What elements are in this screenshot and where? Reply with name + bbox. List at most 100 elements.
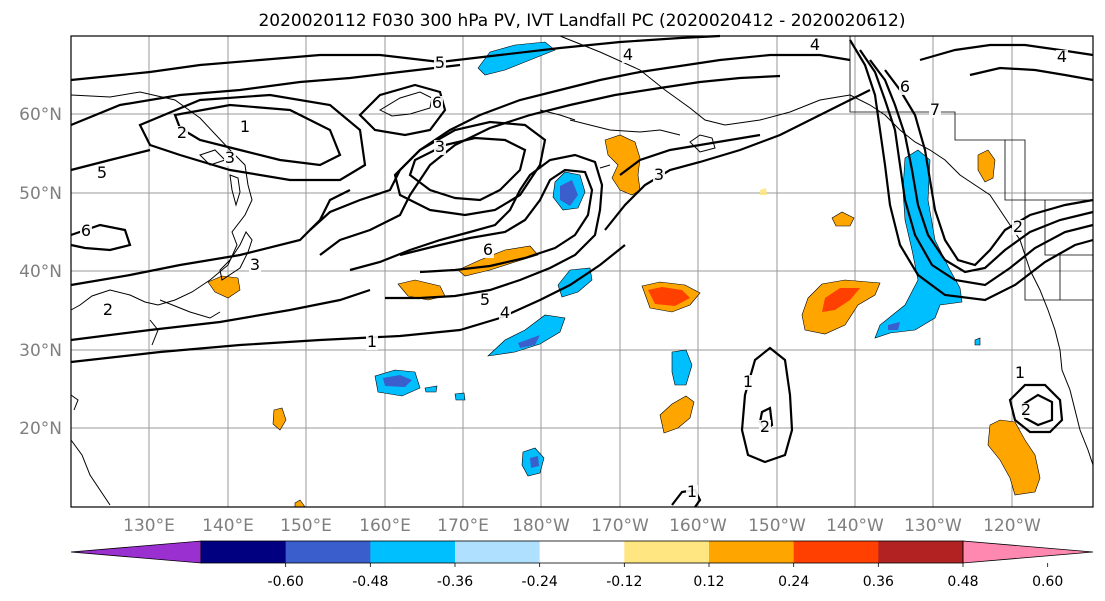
colorbar-extend-high <box>962 540 1094 564</box>
contour-label: 2 <box>760 417 770 436</box>
longitude-tick-label: 150°E <box>280 516 332 536</box>
coastlines <box>70 35 1094 506</box>
ivt-positive-region <box>659 395 695 434</box>
contour-label-background <box>1012 220 1024 235</box>
colorbar-segment <box>201 541 287 563</box>
contour-label: 3 <box>225 148 235 167</box>
latitude-tick-label: 30°N <box>19 341 62 361</box>
contour-label-background <box>96 166 108 181</box>
contour-label-background <box>431 96 443 111</box>
colorbar-tick-label: 0.60 <box>1032 574 1063 590</box>
contour-label-background <box>102 303 114 318</box>
pv-contour <box>884 69 1094 267</box>
latitude-tick-label: 40°N <box>19 262 62 282</box>
longitude-tick-label: 150°W <box>748 516 806 536</box>
colorbar-segment <box>370 541 456 563</box>
pv-contour <box>70 63 461 127</box>
contour-label-background <box>366 335 378 350</box>
contour-label-background <box>622 48 634 63</box>
colorbar-segment <box>539 541 625 563</box>
contour-label-background <box>1056 50 1068 65</box>
colorbar-tick-label: 0.48 <box>947 574 978 590</box>
pv-contour <box>138 93 367 182</box>
pv-contour <box>969 66 1094 82</box>
colorbar-frame <box>200 540 964 564</box>
contour-label: 6 <box>900 77 910 96</box>
ivt-negative-region <box>424 385 438 393</box>
pv-contour <box>70 244 626 364</box>
contour-label: 4 <box>810 35 820 54</box>
pv-contour <box>859 49 1094 287</box>
longitude-tick-label: 160°E <box>359 516 411 536</box>
colorbar-tick-label: 0.24 <box>778 574 809 590</box>
pv-contour <box>70 223 132 252</box>
contour-label-background <box>434 140 446 155</box>
pv-contour <box>358 83 447 137</box>
contour-label-background <box>1014 366 1026 381</box>
colorbar-tick-label: -0.24 <box>522 574 558 590</box>
contour-label: 4 <box>623 45 633 64</box>
ivt-positive-region <box>801 279 881 335</box>
longitude-tick-label: 130°E <box>123 516 175 536</box>
contour-label: 6 <box>81 221 91 240</box>
latitude-tick-label: 50°N <box>19 184 62 204</box>
contour-label-background <box>176 126 188 141</box>
contour-label-background <box>80 224 92 239</box>
contour-label-background <box>1020 403 1032 418</box>
pv-contours <box>70 34 1094 508</box>
ivt-negative-region <box>974 337 981 346</box>
latitude-tick-label: 20°N <box>19 419 62 439</box>
contour-label: 4 <box>500 303 510 322</box>
pv-contour <box>319 74 781 256</box>
colorbar-segment <box>878 541 964 563</box>
ivt-strong-positive-core <box>648 287 690 306</box>
contour-label: 3 <box>435 137 445 156</box>
contour-label-background <box>224 151 236 166</box>
colorbar-segment <box>709 541 795 563</box>
contour-label: 1 <box>1015 363 1025 382</box>
contour-label: 3 <box>250 255 260 274</box>
contour-label: 6 <box>432 93 442 112</box>
pv-contour <box>70 34 721 82</box>
contour-label: 2 <box>103 300 113 319</box>
contour-label-background <box>479 293 491 308</box>
map-frame <box>70 35 1094 508</box>
longitude-tick-label: 140°E <box>202 516 254 536</box>
contour-label-background <box>434 56 446 71</box>
longitude-tick-label: 160°W <box>669 516 727 536</box>
pv-contour <box>849 39 1094 302</box>
pv-contour <box>309 53 851 231</box>
colorbar-segment <box>455 541 541 563</box>
contour-label: 3 <box>654 165 664 184</box>
ivt-positive-region <box>987 419 1041 496</box>
contour-label-background <box>899 80 911 95</box>
pv-contour <box>70 148 151 172</box>
contour-label-background <box>742 375 754 390</box>
longitude-tick-label: 130°W <box>904 516 962 536</box>
ivt-weak-positive-region <box>760 188 767 195</box>
ivt-positive-region <box>831 211 855 227</box>
pv-contour <box>1008 383 1064 434</box>
map-title: 2020020112 F030 300 hPa PV, IVT Landfall… <box>258 11 905 31</box>
latitude-labels: 60°N 50°N 40°N 30°N 20°N <box>19 105 62 439</box>
longitude-tick-label: 170°E <box>437 516 489 536</box>
colorbar-tick-label: 0.12 <box>693 574 724 590</box>
contour-label-background <box>239 120 251 135</box>
contour-label: 1 <box>743 372 753 391</box>
contour-label-background <box>482 243 494 258</box>
ivt-strong-negative-core <box>518 335 540 348</box>
pv-contour <box>604 89 871 231</box>
ivt-positive-region <box>977 149 996 183</box>
longitude-tick-label: 140°W <box>826 516 884 536</box>
latitude-tick-label: 60°N <box>19 105 62 125</box>
ivt-strong-positive-core <box>822 288 860 312</box>
ivt-negative-region <box>454 392 466 401</box>
pv-contour <box>70 189 351 287</box>
pv-contour <box>70 288 371 342</box>
pv-contour <box>408 136 527 202</box>
contour-label-background <box>929 103 941 118</box>
ivt-strong-negative-core <box>888 322 900 330</box>
pv-contour <box>393 120 547 217</box>
